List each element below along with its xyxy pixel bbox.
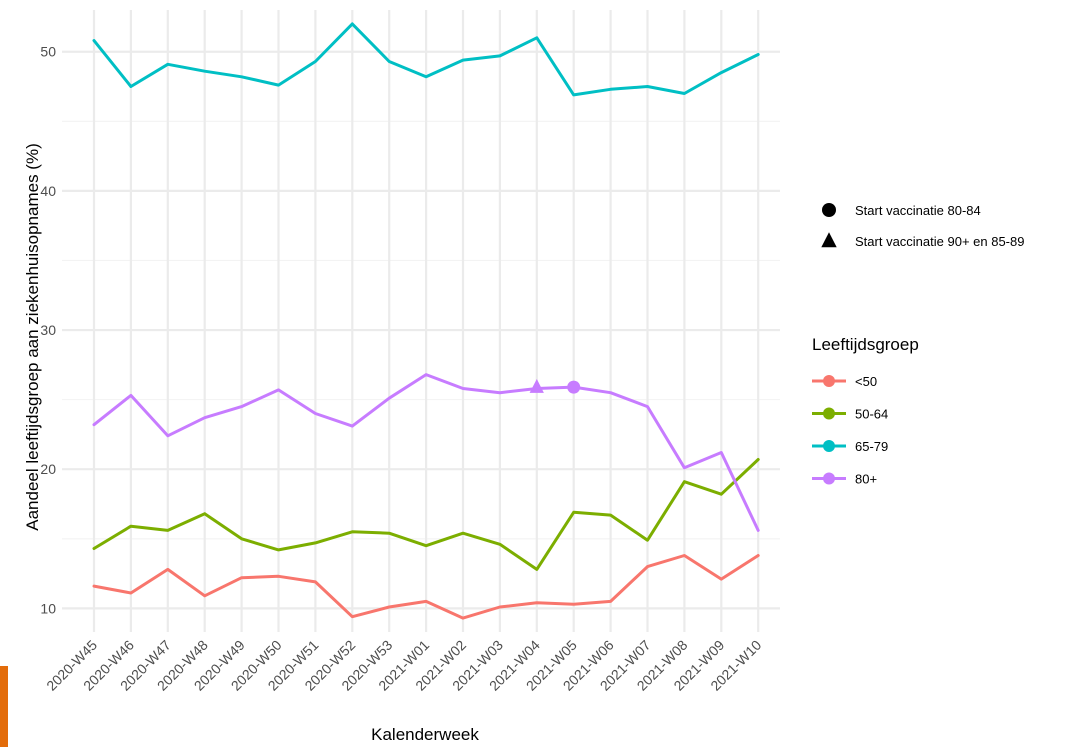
y-tick-label: 20 [40,461,56,477]
series-legend-label: 80+ [855,472,877,487]
legend-title: Leeftijdsgroep [812,335,919,354]
grid [62,10,780,632]
y-tick-label: 50 [40,44,56,60]
legend-circle-icon [822,203,836,217]
y-tick-label: 10 [40,600,56,616]
y-axis-ticks: 10 20 30 40 50 [40,44,56,617]
x-axis-title: Kalenderweek [371,725,479,744]
series-legend-label: <50 [855,374,877,389]
legend-triangle-icon [821,232,837,248]
series-legend: <50 50-64 65-79 80+ [812,374,888,487]
y-tick-label: 40 [40,183,56,199]
series-line-50-64 [92,458,760,571]
y-axis-title: Aandeel leeftijdsgroep aan ziekenhuisopn… [23,143,42,530]
circle-marker [567,380,581,394]
legend-key-dot [823,375,835,387]
edge-accent-bar [0,666,8,747]
marker-legend: Start vaccinatie 80-84 Start vaccinatie 9… [821,203,1024,249]
legend-key-dot [823,440,835,452]
series-legend-label: 65-79 [855,439,888,454]
triangle-marker [529,379,544,393]
marker-legend-label: Start vaccinatie 80-84 [855,203,981,218]
legend-key-dot [823,407,835,420]
series-line-50 [92,554,760,620]
series-lines [92,22,760,620]
series-line-80 [92,373,760,532]
legend-key-dot [823,472,835,485]
series-legend-label: 50-64 [855,407,888,422]
series-line-65-79 [92,22,760,97]
x-axis-ticks: 2020-W452020-W462020-W472020-W482020-W49… [43,637,764,694]
vaccination-markers [529,379,581,394]
marker-legend-label: Start vaccinatie 90+ en 85-89 [855,234,1024,249]
y-tick-label: 30 [40,322,56,338]
